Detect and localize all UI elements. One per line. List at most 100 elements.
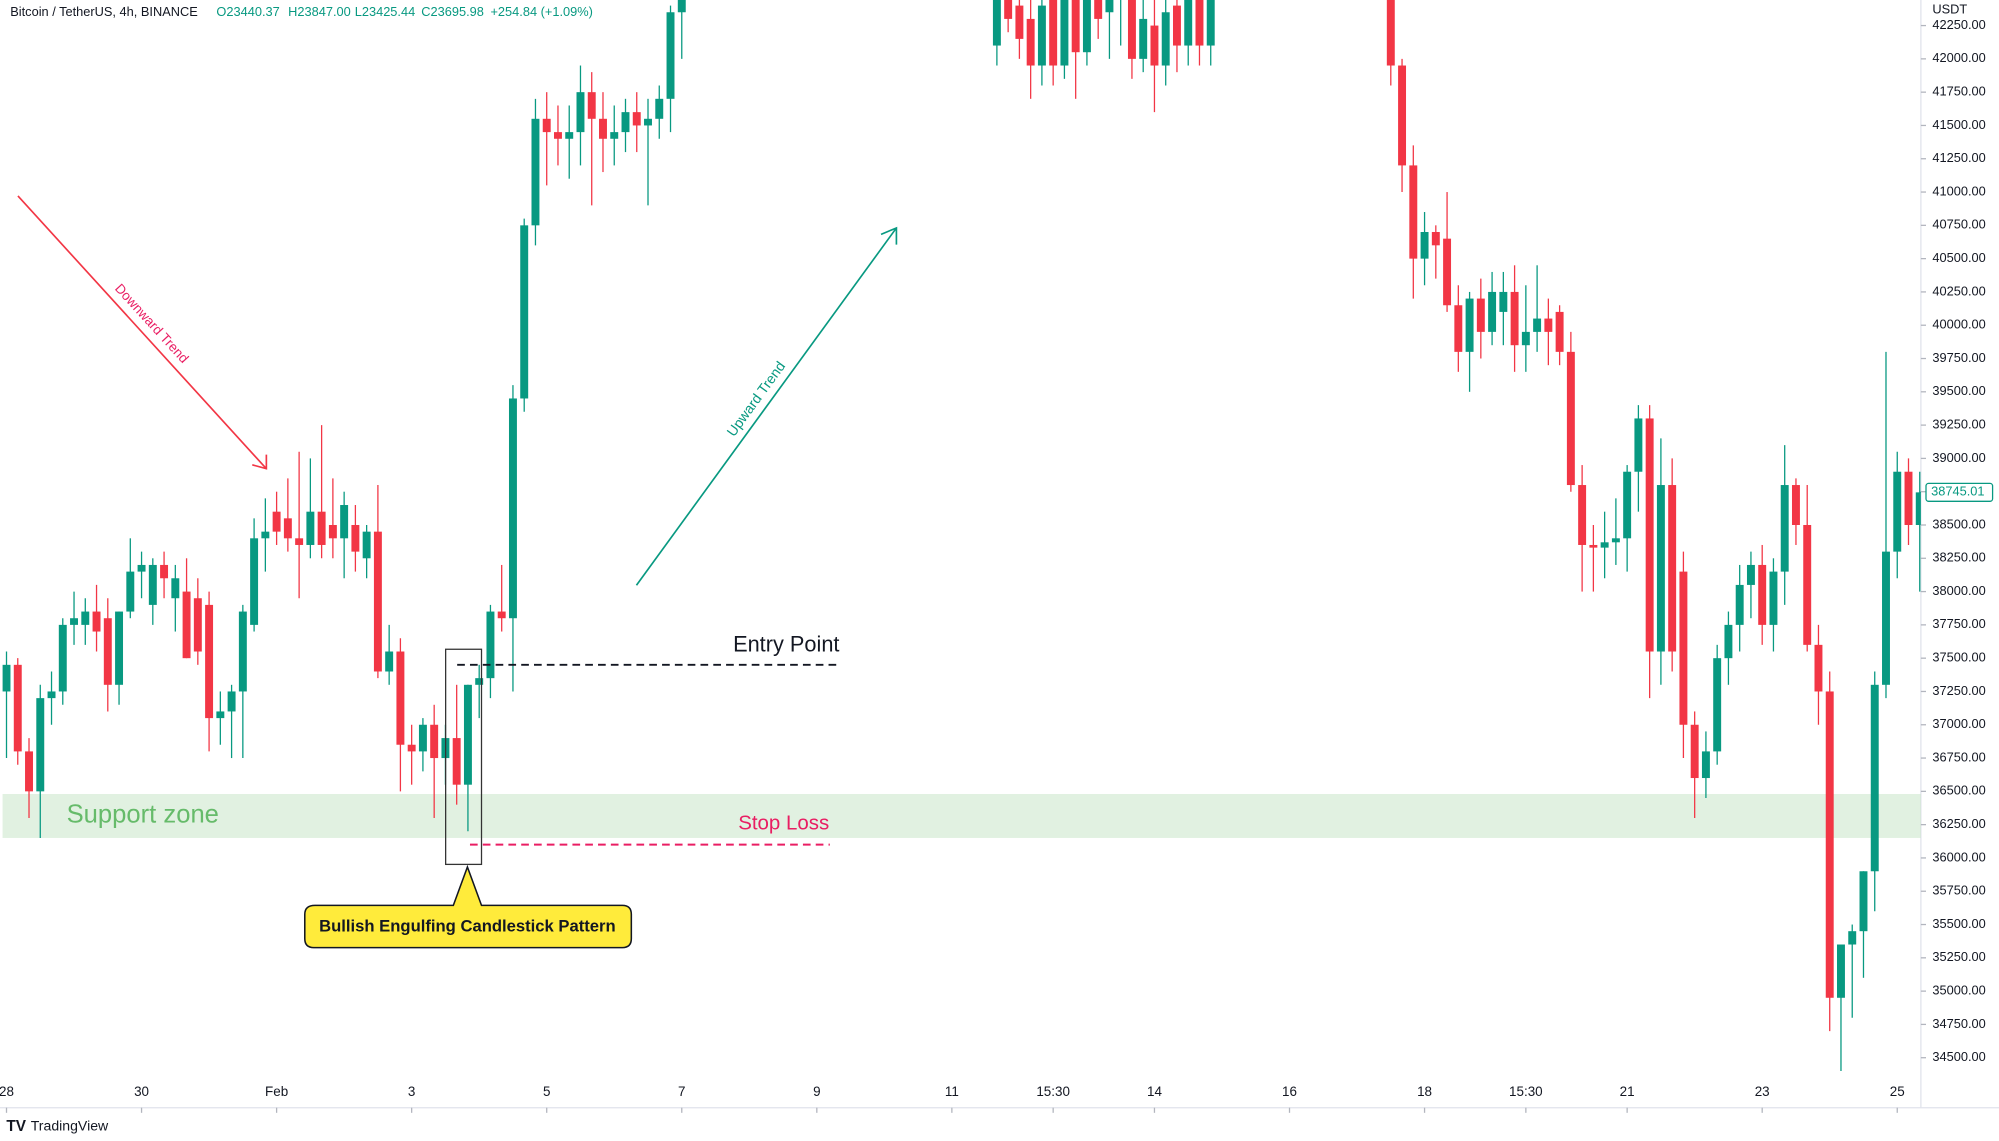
support-zone-label: Support zone xyxy=(67,801,219,829)
candle-body xyxy=(497,611,506,619)
x-tick-label: 14 xyxy=(1147,1084,1162,1099)
candle-body xyxy=(1758,564,1767,625)
candle-body xyxy=(531,118,540,226)
brand-logo: TV xyxy=(6,1118,26,1135)
x-tick-label: 21 xyxy=(1620,1084,1635,1099)
candle-body xyxy=(1037,5,1046,66)
y-tick-label: 36750.00 xyxy=(1932,749,1985,764)
ohlc-high: H23847.00 xyxy=(288,4,351,19)
candle-body xyxy=(1701,751,1710,779)
candle-body xyxy=(171,578,180,599)
candle-body xyxy=(1398,65,1407,166)
candle-body xyxy=(1600,542,1609,548)
candle-body xyxy=(1060,0,1069,66)
candle-body xyxy=(115,611,124,685)
ohlc-low: L23425.44 xyxy=(355,4,416,19)
candle-body xyxy=(250,538,259,625)
candle-body xyxy=(103,618,112,685)
x-tick-label: 28 xyxy=(0,1084,14,1099)
candle-body xyxy=(70,618,79,625)
candle-body xyxy=(508,398,517,619)
y-tick-label: 38000.00 xyxy=(1932,583,1985,598)
upward-arrowhead xyxy=(880,226,898,245)
candle-body xyxy=(1004,0,1013,19)
current-price-label: 38745.01 xyxy=(1931,484,1984,499)
y-axis-label: USDT xyxy=(1932,2,1967,17)
candle-body xyxy=(655,98,664,119)
candle-body xyxy=(1882,551,1890,685)
candle-body xyxy=(1139,18,1148,59)
candle-body xyxy=(205,604,214,719)
candle-body xyxy=(81,611,90,625)
candle-body xyxy=(520,225,529,399)
y-tick-label: 35250.00 xyxy=(1932,949,1985,964)
x-tick-label: 15:30 xyxy=(1509,1084,1543,1099)
candle-body xyxy=(418,724,427,752)
y-tick-label: 39750.00 xyxy=(1932,350,1985,365)
y-tick-label: 37500.00 xyxy=(1932,650,1985,665)
candle-body xyxy=(1409,165,1418,259)
candle-body xyxy=(58,624,67,692)
footer: TV TradingView xyxy=(6,1118,109,1135)
candle-body xyxy=(1443,238,1452,306)
candle-body xyxy=(644,118,652,126)
ohlc-open: O23440.37 xyxy=(216,4,279,19)
candle-body xyxy=(1668,485,1677,652)
candle-body xyxy=(1476,298,1485,332)
candle-body xyxy=(666,12,675,99)
candle-body xyxy=(587,92,596,119)
candle-body xyxy=(36,698,45,792)
candle-body xyxy=(317,511,326,545)
candle-body xyxy=(1172,5,1181,46)
x-tick-label: 23 xyxy=(1755,1084,1770,1099)
candle-body xyxy=(13,664,22,752)
y-tick-label: 40250.00 xyxy=(1932,283,1985,298)
support-zone xyxy=(2,794,1921,838)
candle-body xyxy=(272,511,281,532)
y-tick-label: 37000.00 xyxy=(1932,716,1985,731)
x-tick-label: 5 xyxy=(543,1084,550,1099)
downward-arrowhead xyxy=(252,454,268,470)
candle-body xyxy=(542,118,551,133)
candle-body xyxy=(1623,471,1632,539)
candle-body xyxy=(1206,0,1215,46)
candles xyxy=(2,0,1921,1072)
candle-body xyxy=(486,611,495,679)
candle-body xyxy=(1769,571,1778,625)
candle-body xyxy=(576,92,585,133)
candle-body xyxy=(565,132,574,139)
candle-body xyxy=(137,564,146,572)
x-tick-label: 7 xyxy=(678,1084,685,1099)
candle-body xyxy=(92,611,101,632)
candle-body xyxy=(407,744,416,752)
candle-body xyxy=(216,711,225,719)
y-tick-label: 35750.00 xyxy=(1932,883,1985,898)
x-tick-label: 9 xyxy=(813,1084,820,1099)
y-tick-label: 35500.00 xyxy=(1932,916,1985,931)
y-tick-label: 40750.00 xyxy=(1932,217,1985,232)
candle-body xyxy=(632,112,641,126)
candle-body xyxy=(1780,485,1789,572)
y-tick-label: 39250.00 xyxy=(1932,416,1985,431)
symbol: Bitcoin / TetherUS, 4h, BINANCE xyxy=(10,4,198,19)
candle-body xyxy=(1791,485,1800,525)
candle-body xyxy=(283,518,292,539)
candle-body xyxy=(1499,291,1508,312)
candle-body xyxy=(1555,311,1564,352)
candle-body xyxy=(1746,564,1755,585)
candle-body xyxy=(1082,0,1091,53)
candle-body xyxy=(47,691,56,699)
candle-body xyxy=(1589,544,1598,548)
candle-body xyxy=(1634,418,1643,472)
candle-body xyxy=(1904,471,1913,525)
candle-body xyxy=(396,651,405,745)
candle-body xyxy=(1825,691,1834,998)
x-tick-label: 18 xyxy=(1417,1084,1432,1099)
brand: TradingView xyxy=(31,1118,109,1134)
candle-body xyxy=(1420,231,1429,259)
entry-label: Entry Point xyxy=(733,631,839,656)
ohlc-close: C23695.98 xyxy=(421,4,484,19)
candle-body xyxy=(25,751,33,792)
